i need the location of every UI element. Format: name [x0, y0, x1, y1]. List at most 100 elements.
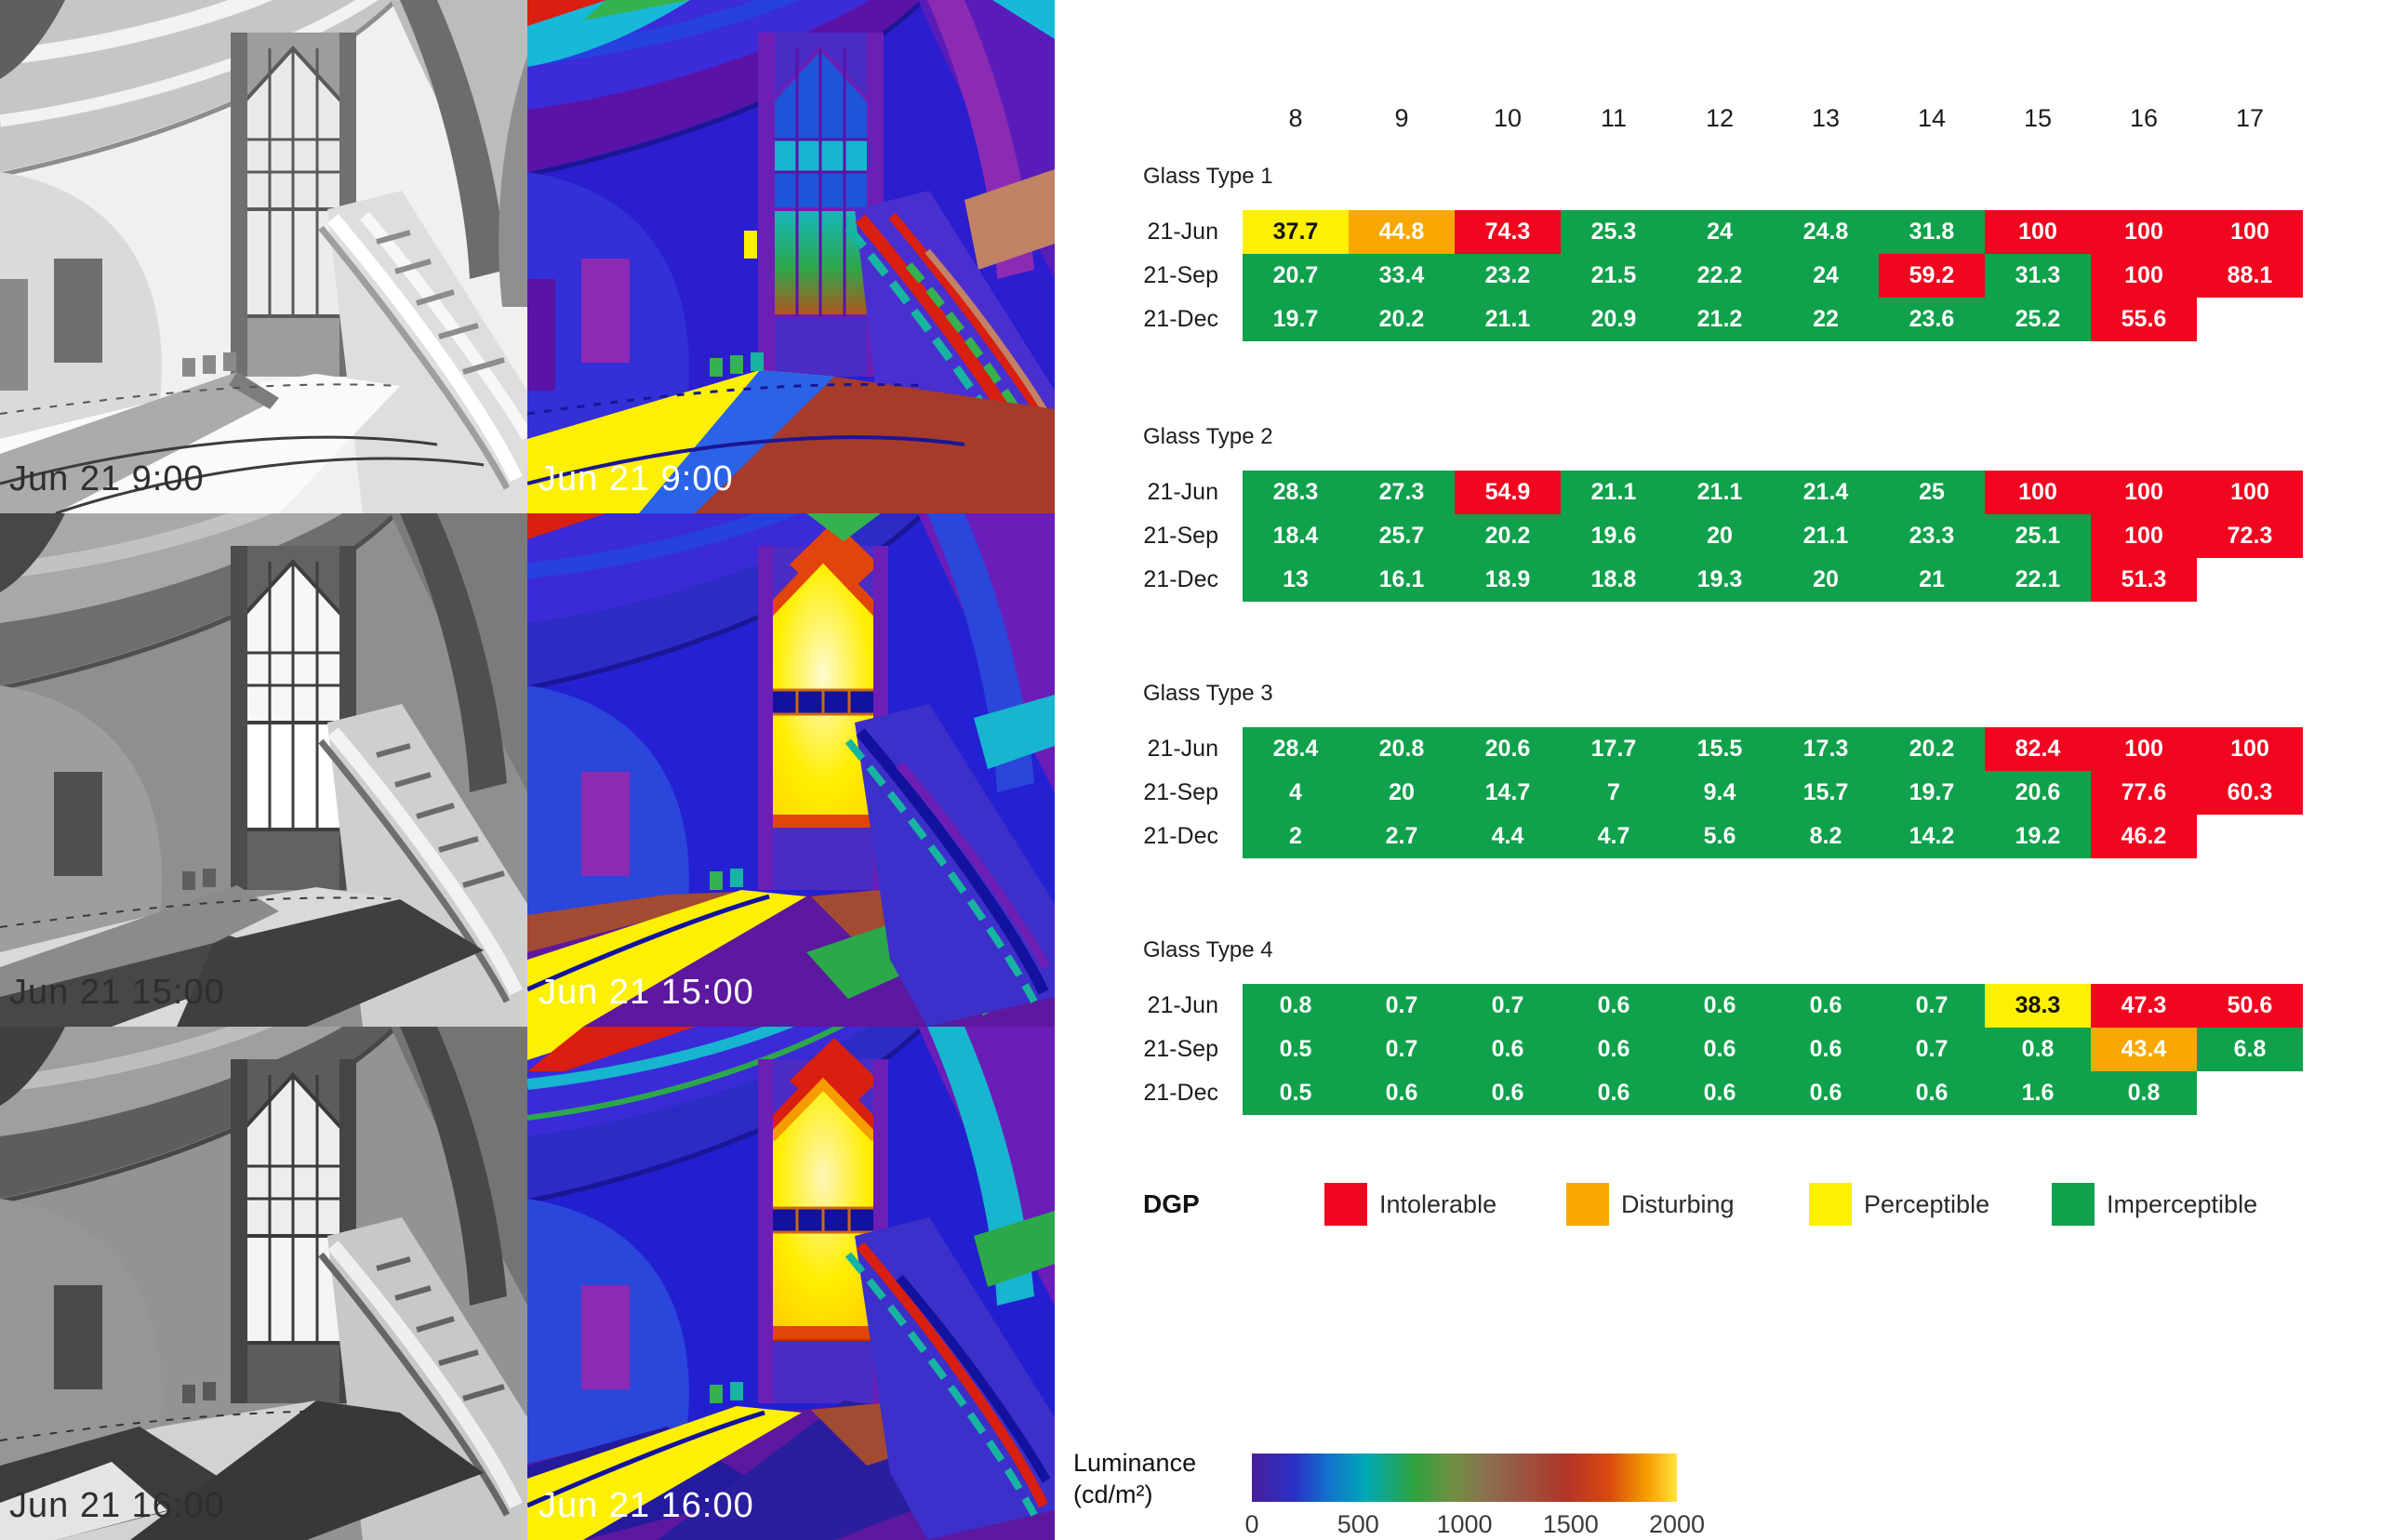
dgp-cell: 0.6: [1349, 1071, 1455, 1115]
dgp-cell: 37.7: [1243, 210, 1349, 254]
dgp-legend-item-imperceptible: Imperceptible: [2052, 1183, 2257, 1226]
dgp-cell: 15.5: [1667, 727, 1773, 771]
luminance-tick: 0: [1244, 1510, 1259, 1538]
fisheye-falsecolor-graphic: [527, 513, 1055, 1027]
dgp-cell: 38.3: [1985, 984, 2091, 1028]
dgp-cell: 0.6: [1879, 1071, 1985, 1115]
dgp-cell: 0.6: [1667, 1071, 1773, 1115]
dgp-cell: 100: [2091, 210, 2197, 254]
dgp-cell: 74.3: [1455, 210, 1561, 254]
dgp-cell: [2197, 298, 2303, 341]
luminance-tick: 1000: [1436, 1510, 1493, 1538]
dgp-cell: 100: [1985, 210, 2091, 254]
dgp-cell: 8.2: [1773, 815, 1879, 858]
dgp-cell: 0.6: [1773, 1028, 1879, 1071]
date-row-label: 21-Sep: [1143, 523, 1218, 549]
dgp-cell: 0.6: [1561, 984, 1667, 1028]
date-row-label: 21-Jun: [1147, 992, 1218, 1018]
dgp-cell: 25.1: [1985, 514, 2091, 558]
dgp-cell: 16.1: [1349, 558, 1455, 602]
dgp-cell: 24: [1773, 254, 1879, 298]
date-row-label: 21-Dec: [1143, 823, 1218, 849]
dgp-cell: 1.6: [1985, 1071, 2091, 1115]
dgp-row-cells: 2 2.7 4.4 4.7 5.6 8.2 14.2 19.2 46.2: [1243, 815, 2303, 858]
legend-label: Perceptible: [1864, 1189, 1990, 1218]
fisheye-render-graphic: [0, 0, 527, 513]
glass-type-title: Glass Type 4: [1143, 937, 1273, 962]
hour-header-row: 8 9 10 11 12 13 14 15 16 17: [1243, 104, 2303, 133]
time-label-falsecolor-luminance-render-row3: Jun 21 16:00: [539, 1486, 754, 1525]
dgp-cell: 0.7: [1879, 1028, 1985, 1071]
dgp-cell: 0.8: [1243, 984, 1349, 1028]
dgp-cell: 5.6: [1667, 815, 1773, 858]
glass-type-title: Glass Type 1: [1143, 164, 1273, 189]
dgp-row-cells: 4 20 14.7 7 9.4 15.7 19.7 20.6 77.6 60.3: [1243, 771, 2303, 815]
date-row-label: 21-Sep: [1143, 779, 1218, 805]
dgp-row-cells: 19.7 20.2 21.1 20.9 21.2 22 23.6 25.2 55.6: [1243, 298, 2303, 341]
dgp-cell: 20.2: [1455, 514, 1561, 558]
dgp-cell: 6.8: [2197, 1028, 2303, 1071]
render-grayscale-jun21-1500: [0, 513, 527, 1027]
dgp-cell: 9.4: [1667, 771, 1773, 815]
dgp-cell: 20: [1349, 771, 1455, 815]
dgp-cell: 4: [1243, 771, 1349, 815]
date-row-label: 21-Jun: [1147, 479, 1218, 505]
dgp-cell: 0.6: [1773, 984, 1879, 1028]
dgp-cell: 14.2: [1879, 815, 1985, 858]
dgp-cell: 25.2: [1985, 298, 2091, 341]
date-row-label: 21-Sep: [1143, 262, 1218, 288]
dgp-cell: 82.4: [1985, 727, 2091, 771]
time-label-grayscale-render-row1: Jun 21 9:00: [9, 459, 205, 498]
dgp-cell: 23.2: [1455, 254, 1561, 298]
render-grayscale-jun21-1600: [0, 1027, 527, 1540]
dgp-legend-item-perceptible: Perceptible: [1809, 1183, 1989, 1226]
dgp-cell: 77.6: [2091, 771, 2197, 815]
dgp-cell: 17.3: [1773, 727, 1879, 771]
dgp-cell: 20.8: [1349, 727, 1455, 771]
dgp-cell: 25.7: [1349, 514, 1455, 558]
dgp-cell: 21.1: [1455, 298, 1561, 341]
dgp-row-cells: 0.5 0.6 0.6 0.6 0.6 0.6 0.6 1.6 0.8: [1243, 1071, 2303, 1115]
fisheye-render-graphic: [0, 1027, 527, 1540]
dgp-cell: 31.8: [1879, 210, 1985, 254]
dgp-cell: 0.7: [1349, 984, 1455, 1028]
dgp-cell: 88.1: [2197, 254, 2303, 298]
dgp-cell: 14.7: [1455, 771, 1561, 815]
dgp-cell: [2197, 1071, 2303, 1115]
dgp-cell: 51.3: [2091, 558, 2197, 602]
time-label-grayscale-render-row3: Jun 21 16:00: [9, 1486, 225, 1525]
date-row-label: 21-Jun: [1147, 219, 1218, 245]
date-row-label: 21-Jun: [1147, 736, 1218, 762]
dgp-cell: 44.8: [1349, 210, 1455, 254]
dgp-cell: [2197, 815, 2303, 858]
dgp-cell: 20.6: [1985, 771, 2091, 815]
dgp-cell: 20.6: [1455, 727, 1561, 771]
dgp-cell: 21.4: [1773, 471, 1879, 514]
dgp-cell: 0.7: [1349, 1028, 1455, 1071]
legend-label: Imperceptible: [2107, 1189, 2258, 1218]
legend-swatch-disturbing: [1566, 1183, 1609, 1226]
dgp-cell: 25.3: [1561, 210, 1667, 254]
render-falsecolor-jun21-1500: [527, 513, 1055, 1027]
dgp-cell: 19.3: [1667, 558, 1773, 602]
dgp-cell: 0.7: [1879, 984, 1985, 1028]
dgp-cell: 59.2: [1879, 254, 1985, 298]
dgp-cell: 60.3: [2197, 771, 2303, 815]
hour-label: 10: [1493, 104, 1523, 132]
dgp-cell: 2: [1243, 815, 1349, 858]
dgp-cell: 18.4: [1243, 514, 1349, 558]
dgp-cell: 0.7: [1455, 984, 1561, 1028]
dgp-cell: [2197, 558, 2303, 602]
luminance-scale-label: Luminance (cd/m²): [1073, 1447, 1196, 1510]
dgp-cell: 18.9: [1455, 558, 1561, 602]
hour-label: 14: [1917, 104, 1947, 132]
dgp-cell: 31.3: [1985, 254, 2091, 298]
time-label-falsecolor-luminance-render-row2: Jun 21 15:00: [539, 973, 754, 1012]
date-row-label: 21-Sep: [1143, 1036, 1218, 1062]
dgp-cell: 100: [2091, 727, 2197, 771]
dgp-cell: 43.4: [2091, 1028, 2197, 1071]
hour-label: 8: [1288, 104, 1303, 132]
hour-label: 12: [1705, 104, 1735, 132]
dgp-row-cells: 37.7 44.8 74.3 25.3 24 24.8 31.8 100 100 100: [1243, 210, 2303, 254]
luminance-tick: 500: [1337, 1510, 1379, 1538]
